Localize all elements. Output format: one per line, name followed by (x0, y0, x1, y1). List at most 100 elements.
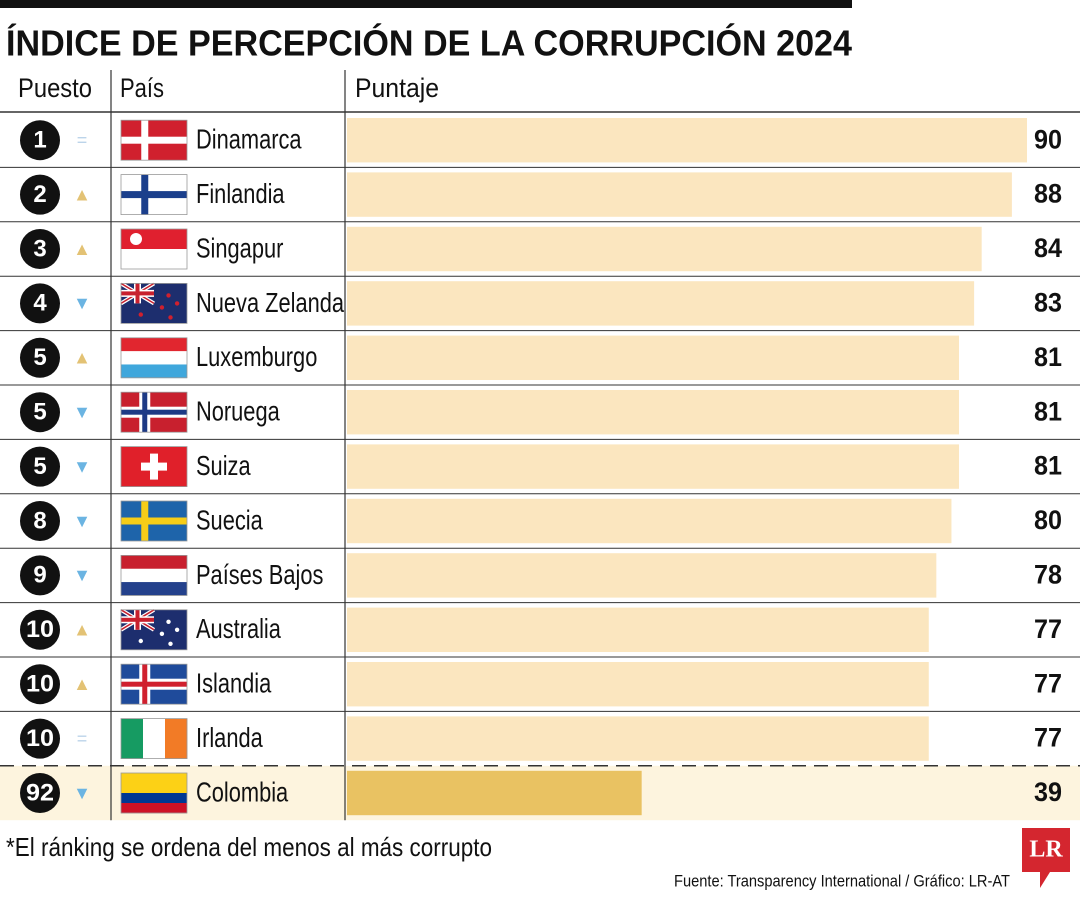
source: Fuente: Transparency International / Grá… (674, 871, 1010, 890)
country: Países Bajos (196, 559, 323, 590)
flag-stripe (121, 783, 187, 794)
trend: ▲ (73, 620, 91, 640)
rank: 5 (33, 399, 46, 426)
country: Irlanda (196, 722, 263, 753)
score: 81 (1034, 451, 1062, 481)
country: Colombia (196, 777, 288, 808)
flag-cross (121, 136, 187, 144)
flag-cross (141, 120, 149, 161)
rank: 1 (33, 127, 46, 154)
logo-badge (1022, 828, 1070, 888)
footnote: *El ránking se ordena del menos al más c… (6, 832, 492, 862)
country: Dinamarca (196, 124, 302, 155)
rank-badge (20, 664, 60, 705)
flag-star (168, 641, 173, 646)
flag (120, 500, 188, 542)
country: Finlandia (196, 178, 285, 209)
flag (120, 228, 188, 270)
bar (347, 662, 929, 707)
column-header: Puesto (18, 73, 92, 103)
flag-cross (121, 409, 187, 415)
trend: = (77, 728, 88, 748)
trend: ▼ (73, 293, 91, 313)
score: 81 (1034, 342, 1062, 372)
rank-badge (20, 501, 60, 541)
flag-cross (141, 501, 149, 541)
flag-star (166, 619, 171, 624)
bar (347, 716, 929, 761)
flag (120, 391, 188, 433)
flag-stripe (121, 718, 144, 759)
rank: 9 (33, 562, 46, 589)
score: 83 (1034, 288, 1062, 318)
flag-star (138, 312, 143, 317)
flag (119, 281, 188, 324)
flag-star (138, 638, 143, 644)
flag-star (166, 293, 171, 298)
score: 77 (1034, 668, 1062, 698)
flag-stripe (121, 364, 187, 379)
trend: ▼ (73, 402, 91, 422)
flag-border (120, 391, 188, 433)
score: 39 (1034, 777, 1062, 807)
rank: 2 (33, 181, 46, 208)
rank: 92 (26, 779, 54, 806)
flag-stripe (121, 773, 187, 784)
trend: ▲ (73, 239, 91, 259)
rank-badge (20, 174, 60, 215)
flag-cross (150, 453, 158, 480)
bar (347, 444, 959, 489)
trend: ▼ (73, 565, 91, 585)
flag-star (174, 627, 180, 632)
flag (120, 119, 188, 161)
flag-cross (121, 517, 187, 525)
chart-title: ÍNDICE DE PERCEPCIÓN DE LA CORRUPCIÓN 20… (6, 22, 852, 64)
score: 81 (1034, 396, 1062, 426)
rank-badge (20, 609, 60, 650)
bar (347, 390, 959, 435)
flag-stripe (165, 718, 188, 759)
bar (347, 498, 952, 544)
rank-badge (20, 446, 60, 487)
bar (347, 118, 1027, 163)
score: 80 (1034, 505, 1062, 535)
country: Noruega (196, 396, 280, 427)
country: Suecia (196, 505, 263, 536)
trend: ▲ (73, 184, 91, 204)
trend: ▲ (73, 674, 91, 694)
flag (120, 555, 188, 596)
flag-cross (121, 681, 187, 687)
flag-border (120, 500, 188, 542)
flag-stripe (121, 555, 187, 570)
flag-stripe (121, 803, 187, 814)
bar (347, 226, 982, 272)
flag-stripe (143, 718, 166, 759)
country: Suiza (196, 450, 251, 481)
bar (347, 172, 1012, 217)
flag-border (120, 337, 188, 379)
rank-badge (20, 337, 60, 378)
bar (347, 335, 959, 380)
rank-badge (20, 229, 60, 269)
score: 77 (1034, 723, 1062, 753)
rank: 10 (26, 616, 54, 643)
score: 84 (1034, 233, 1062, 263)
country: Islandia (196, 668, 271, 699)
trend: = (77, 130, 88, 150)
bar (347, 281, 975, 326)
country: Australia (196, 614, 281, 645)
flag-border (120, 718, 188, 759)
flag (119, 608, 188, 651)
rank: 8 (33, 507, 46, 534)
rank-badge (20, 120, 60, 161)
logo-text: LR (1029, 837, 1063, 863)
flag-border (120, 663, 188, 705)
rank: 4 (33, 290, 47, 317)
flag (120, 174, 188, 216)
trend: ▼ (73, 456, 91, 476)
flag-stripe (121, 337, 187, 352)
score: 90 (1034, 124, 1062, 154)
rank-badge (20, 392, 60, 433)
flag (120, 337, 188, 379)
flag-union (135, 283, 140, 304)
